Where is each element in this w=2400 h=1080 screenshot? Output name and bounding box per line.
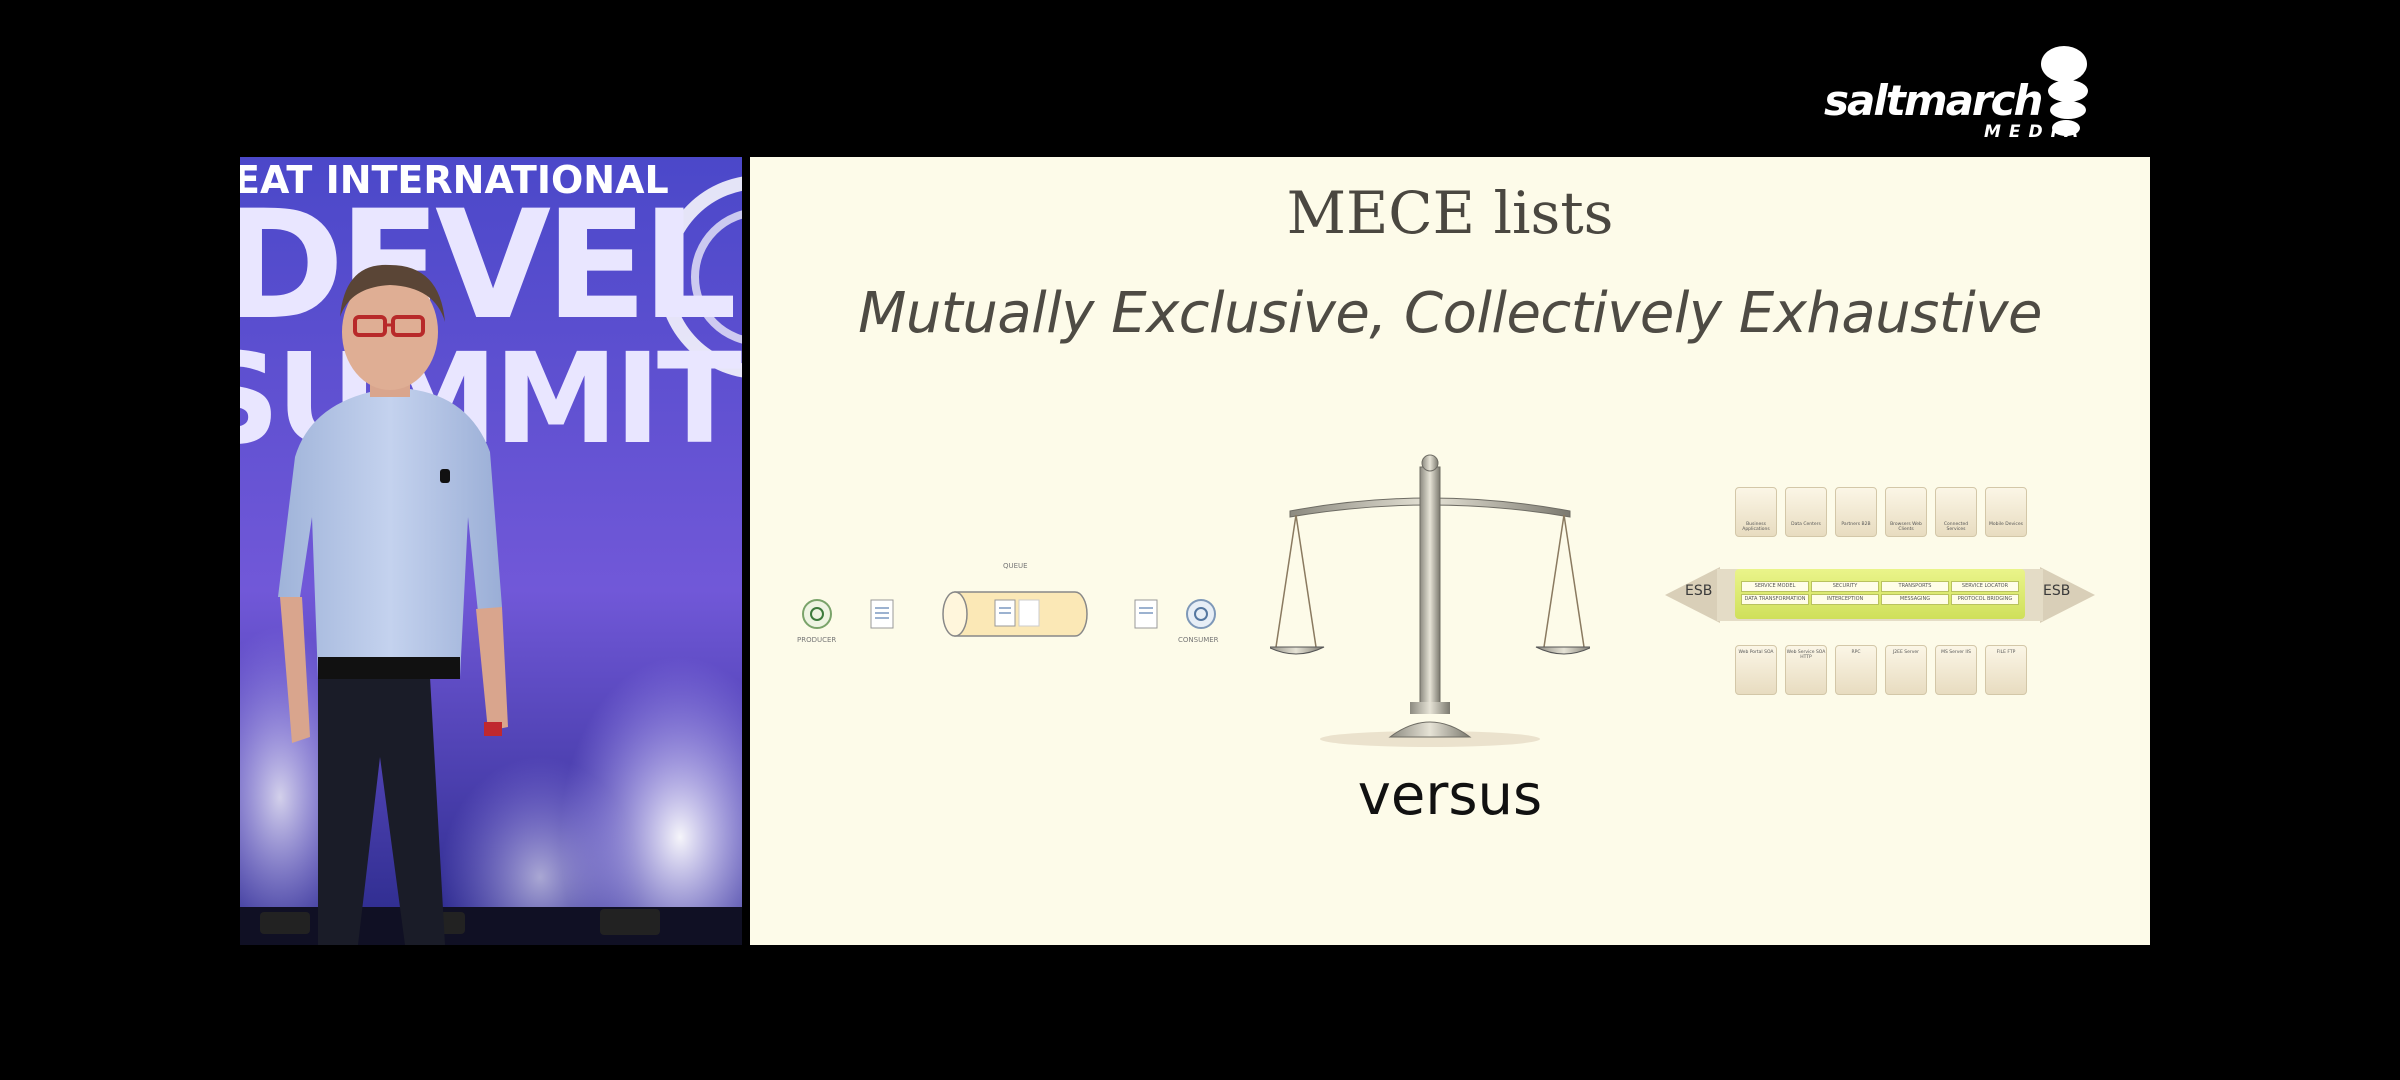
esb-bottom-tile: Web Service SOA HTTP — [1785, 645, 1827, 695]
tile-label: Web Portal SOA — [1738, 650, 1774, 655]
esb-top-tile: Mobile Devices — [1985, 487, 2027, 537]
bus-cell: TRANSPORTS — [1881, 581, 1949, 592]
tile-label: Connected Services — [1943, 522, 1969, 532]
tile-label: Web Service SOA HTTP — [1786, 650, 1826, 660]
logo-dots-icon — [2041, 46, 2088, 136]
esb-top-tile: Browsers Web Clients — [1885, 487, 1927, 537]
bus-cell: INTERCEPTION — [1811, 594, 1879, 605]
bus-cell: SERVICE MODEL — [1741, 581, 1809, 592]
esb-left-label: ESB — [1685, 583, 1713, 599]
bus-cell: DATA TRANSFORMATION — [1741, 594, 1809, 605]
tile-label: Data Centers — [1791, 522, 1821, 527]
tile-label: Browsers Web Clients — [1890, 522, 1922, 532]
tile-label: FILE FTP — [1996, 650, 2016, 655]
slide-subtitle: Mutually Exclusive, Collectively Exhaust… — [858, 281, 2042, 346]
esb-bottom-tile: Web Portal SOA — [1735, 645, 1777, 695]
tile-label: RPC — [1851, 650, 1861, 655]
bus-cell: MESSAGING — [1881, 594, 1949, 605]
slide-title: MECE lists — [1286, 179, 1614, 247]
saltmarch-logo: saltmarch MEDIA — [1820, 44, 2100, 144]
esb-right-label: ESB — [2043, 583, 2071, 599]
esb-diagram: ESB ESB SERVICE MODEL SECURITY TRANSPORT… — [1665, 487, 2095, 707]
tile-label: J2EE Server — [1892, 650, 1920, 655]
speaker-figure — [278, 264, 508, 945]
tile-label: MS Server IIS — [1941, 650, 1971, 655]
esb-bottom-tile: J2EE Server — [1885, 645, 1927, 695]
queue-diagram-graphic — [802, 591, 1216, 637]
queue-diagram: PRODUCER QUEUE CONSUMER — [795, 562, 1235, 672]
balance-scale-icon — [1267, 454, 1593, 747]
esb-top-tile: Connected Services — [1935, 487, 1977, 537]
versus-label: versus — [1357, 763, 1543, 828]
tile-label: Business Applications — [1742, 522, 1770, 532]
bus-cell: PROTOCOL BRIDGING — [1951, 594, 2019, 605]
tile-label: Mobile Devices — [1989, 522, 2023, 527]
bus-cell: SERVICE LOCATOR — [1951, 581, 2019, 592]
esb-top-tile: Data Centers — [1785, 487, 1827, 537]
speaker-video-panel: EAT INTERNATIONAL DEVEL SUMMIT — [240, 157, 742, 945]
esb-bottom-tile: MS Server IIS — [1935, 645, 1977, 695]
consumer-label: CONSUMER — [1178, 636, 1219, 644]
esb-top-tile: Business Applications — [1735, 487, 1777, 537]
producer-label: PRODUCER — [797, 636, 837, 644]
presentation-slide: MECE lists Mutually Exclusive, Collectiv… — [750, 157, 2150, 945]
bus-cell: SECURITY — [1811, 581, 1879, 592]
backdrop-text-1: EAT INTERNATIONAL — [240, 158, 669, 202]
balance-scale-image — [1267, 447, 1593, 747]
backdrop-text-2: DEVEL — [240, 179, 734, 353]
esb-top-tile: Partners B2B — [1835, 487, 1877, 537]
esb-bottom-tile: FILE FTP — [1985, 645, 2027, 695]
esb-bottom-tile: RPC — [1835, 645, 1877, 695]
logo-wordmark: saltmarch — [1824, 76, 2043, 125]
speaker-scene: EAT INTERNATIONAL DEVEL SUMMIT — [240, 157, 742, 945]
esb-bus: SERVICE MODEL SECURITY TRANSPORTS SERVIC… — [1735, 569, 2025, 619]
queue-label: QUEUE — [1003, 562, 1028, 570]
tile-label: Partners B2B — [1841, 522, 1871, 527]
